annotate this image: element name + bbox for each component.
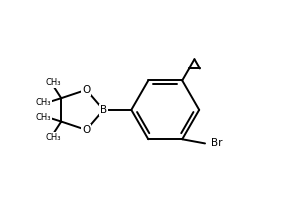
Text: CH₃: CH₃ [35,113,51,122]
Text: CH₃: CH₃ [45,78,61,87]
Text: Br: Br [211,138,223,148]
Text: B: B [100,105,107,115]
Text: CH₃: CH₃ [45,133,61,142]
Text: O: O [82,85,90,95]
Text: O: O [82,125,90,135]
Text: CH₃: CH₃ [35,98,51,107]
